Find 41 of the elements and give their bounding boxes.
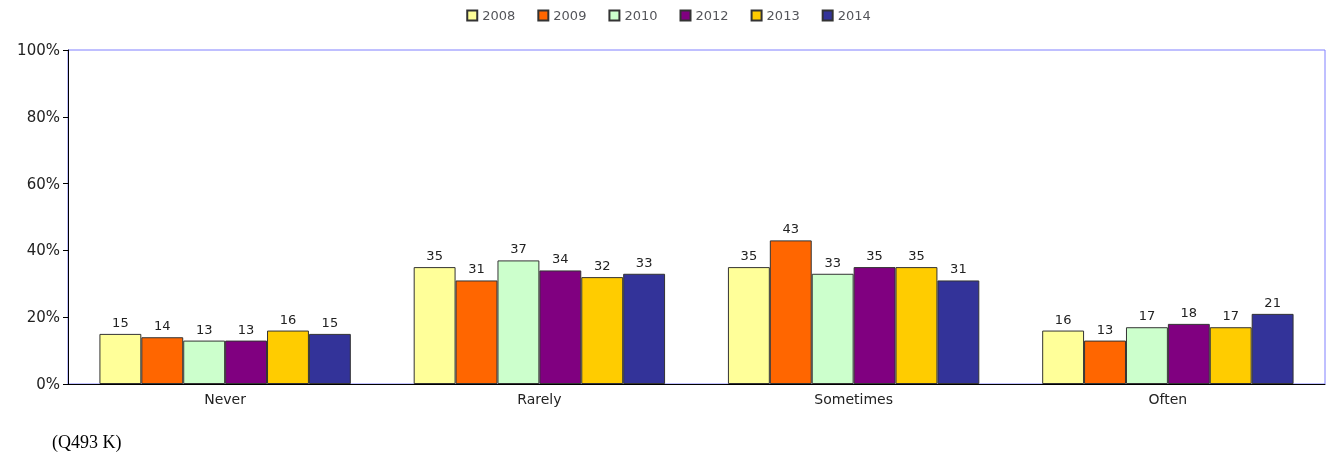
y-tick-label: 20% bbox=[26, 308, 60, 327]
x-tick-label: Sometimes bbox=[814, 391, 893, 407]
data-label: 33 bbox=[824, 254, 841, 270]
data-label: 32 bbox=[593, 258, 611, 274]
data-label: 17 bbox=[1138, 308, 1156, 324]
data-label: 33 bbox=[635, 254, 653, 270]
data-label: 16 bbox=[279, 311, 297, 327]
data-label: 16 bbox=[1054, 311, 1072, 327]
data-label: 15 bbox=[112, 314, 129, 330]
data-label: 14 bbox=[154, 318, 171, 334]
x-tick-label: Rarely bbox=[517, 391, 562, 407]
data-label: 21 bbox=[1264, 294, 1281, 310]
data-label: 13 bbox=[1096, 321, 1114, 337]
data-label: 34 bbox=[552, 251, 569, 267]
y-tick-label: 0% bbox=[36, 375, 60, 393]
legend-label: 2008 bbox=[482, 8, 516, 23]
data-label: 13 bbox=[195, 321, 213, 337]
y-tick-label: 100% bbox=[17, 41, 60, 59]
y-tick-label: 40% bbox=[26, 241, 60, 260]
legend-label: 2014 bbox=[837, 8, 871, 23]
data-label: 18 bbox=[1180, 304, 1198, 320]
legend-label: 2012 bbox=[695, 8, 729, 23]
data-label: 31 bbox=[950, 261, 967, 277]
legend-label: 2009 bbox=[553, 8, 587, 23]
data-label: 35 bbox=[866, 248, 883, 264]
data-label: 31 bbox=[468, 261, 485, 277]
data-label: 43 bbox=[782, 221, 800, 237]
data-label: 35 bbox=[908, 248, 925, 264]
x-tick-label: Often bbox=[1148, 391, 1188, 407]
data-label: 13 bbox=[237, 321, 255, 337]
x-tick-label: Never bbox=[204, 391, 247, 407]
y-tick-label: 80% bbox=[26, 107, 60, 126]
y-tick-label: 60% bbox=[26, 174, 60, 193]
legend-label: 2013 bbox=[766, 8, 800, 23]
data-label: 17 bbox=[1222, 308, 1239, 324]
data-label: 35 bbox=[740, 248, 758, 264]
data-label: 15 bbox=[321, 314, 339, 330]
text: (Q493 K) bbox=[52, 432, 122, 453]
data-label: 37 bbox=[510, 241, 527, 257]
legend-label: 2010 bbox=[624, 8, 658, 23]
data-label: 35 bbox=[426, 248, 443, 264]
